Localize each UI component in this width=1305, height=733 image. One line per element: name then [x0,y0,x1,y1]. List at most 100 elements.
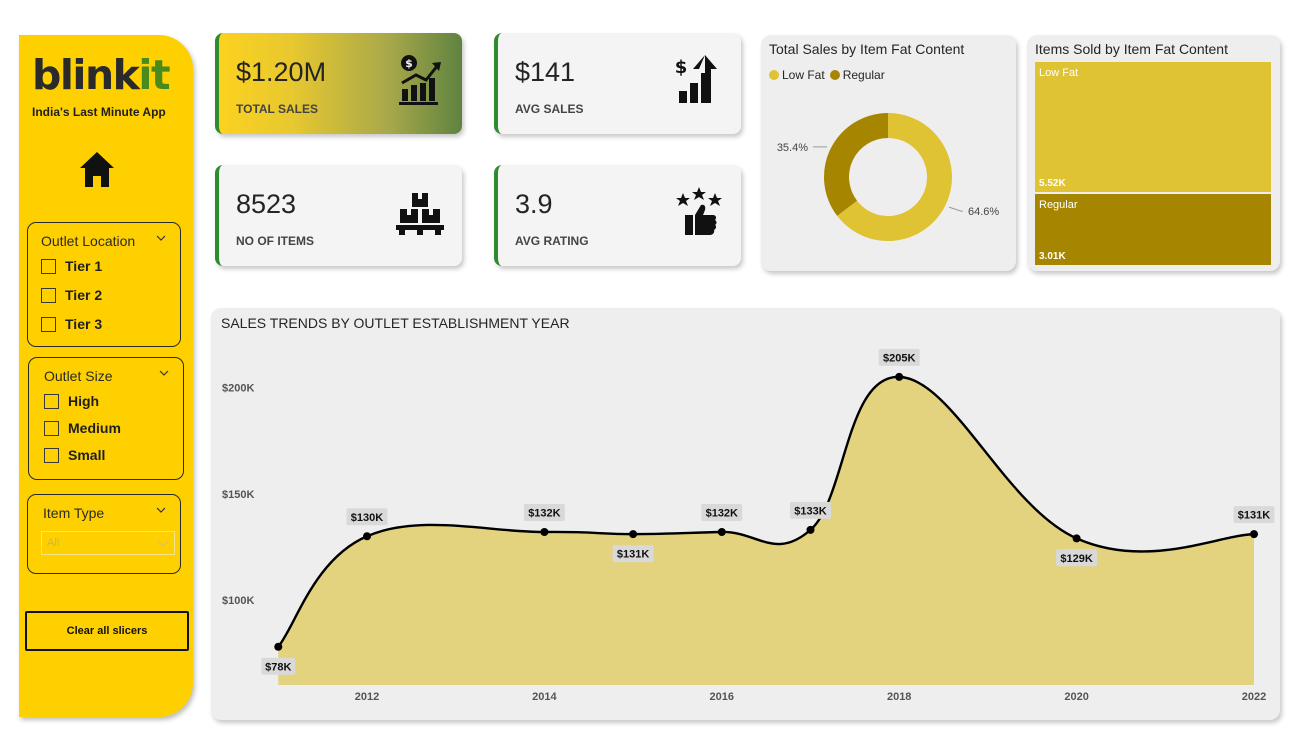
legend-item-regular[interactable]: Regular [829,68,885,82]
trend-point[interactable] [1250,530,1258,539]
clear-all-slicers-button[interactable]: Clear all slicers [25,611,189,651]
sales-growth-icon: $ [399,55,441,105]
avg-sales-card: $141 AVG SALES $ [494,33,741,134]
total-sales-card: $1.20M TOTAL SALES $ [215,33,462,134]
data-label-bg [701,504,743,521]
legend-swatch-regular [829,70,840,80]
trend-chart-title: SALES TRENDS BY OUTLET ESTABLISHMENT YEA… [221,315,570,331]
trend-data-label: $131K [617,549,649,561]
donut-slice-low-fat[interactable] [837,113,952,241]
brand-tagline: India's Last Minute App [32,105,166,119]
outlet-size-title: Outlet Size [44,368,113,384]
treemap-cell-name: Regular [1039,199,1078,211]
trend-point[interactable] [540,528,549,536]
treemap-cell-name: Low Fat [1039,67,1079,79]
avg-sales-value: $141 [515,57,576,87]
x-tick-label: 2018 [887,691,911,703]
high-option[interactable]: High [44,393,99,409]
outlet-location-slicer: Outlet Location Tier 1 Tier 2 Tier 3 [27,222,181,347]
rating-thumbs-up-icon [676,187,722,235]
data-label-bg [612,545,654,563]
dollar-chart-icon: $ [675,55,717,103]
no-of-items-label: NO OF ITEMS [236,234,314,248]
tier-2-option[interactable]: Tier 2 [41,287,102,303]
y-tick-label: $100K [222,595,254,607]
trend-point[interactable] [895,372,904,381]
legend-item-low-fat[interactable]: Low Fat [769,68,825,82]
donut-chart: 64.6% 35.4% [777,113,999,241]
data-label-bg [878,348,920,366]
total-sales-label: TOTAL SALES [236,102,319,116]
sales-trend-panel: SALES TRENDS BY OUTLET ESTABLISHMENT YEA… [211,308,1280,720]
donut-data-label: 35.4% [777,142,808,154]
donut-slice-regular[interactable] [824,113,888,216]
checkbox[interactable] [41,258,56,274]
trend-data-label: $133K [794,505,826,517]
legend-label-low-fat: Low Fat [782,68,825,82]
chevron-down-icon[interactable] [159,368,169,378]
brand-logo: blinkit [32,51,171,99]
trend-area-fill [278,376,1254,685]
trend-point[interactable] [717,528,726,536]
trend-data-label: $130K [351,512,383,524]
donut-legend: Low Fat Regular [769,68,890,82]
treemap-cell-value: 5.52K [1039,178,1066,189]
treemap-cell-low-fat[interactable]: Low Fat 5.52K [1035,62,1271,192]
trend-data-label: $129K [1060,553,1092,565]
trend-point[interactable] [363,532,371,541]
avg-sales-label: AVG SALES [515,102,584,116]
legend-label-regular: Regular [842,68,885,82]
donut-data-label: 64.6% [968,206,999,218]
legend-swatch-low-fat [769,70,779,80]
chevron-down-icon[interactable] [156,233,166,243]
item-type-selected: All [47,537,60,549]
no-of-items-card: 8523 NO OF ITEMS [215,165,462,266]
items-sold-treemap-panel: Items Sold by Item Fat Content Low Fat 5.… [1027,35,1280,271]
x-tick-label: 2012 [355,691,379,703]
svg-text:$: $ [405,57,413,70]
data-label-bg [523,504,565,521]
data-label-bg [1233,506,1275,524]
trend-point[interactable] [629,530,638,539]
fat-content-donut-panel: Total Sales by Item Fat Content Low Fat … [761,35,1016,271]
trend-data-label: $132K [706,508,738,520]
sales-trend-chart: $100K $150K $200K 2012 2014 2016 2018 2020 2022 $… [222,348,1275,703]
x-tick-label: 2016 [710,691,734,703]
trend-data-label: $205K [883,352,915,364]
trend-point[interactable] [806,525,815,534]
item-type-dropdown[interactable]: All [41,531,175,555]
y-tick-label: $200K [222,383,254,395]
trend-data-label: $132K [528,508,560,520]
small-option[interactable]: Small [44,447,105,463]
item-type-slicer: Item Type All [27,494,181,574]
boxes-icon [396,193,444,235]
donut-leader-line [948,206,963,212]
data-label-bg [346,508,388,526]
sidebar: blinkit India's Last Minute App Outlet L… [19,35,193,717]
avg-rating-value: 3.9 [515,189,553,219]
treemap-title: Items Sold by Item Fat Content [1035,41,1228,57]
home-icon[interactable] [79,150,115,190]
trend-point[interactable] [1072,534,1081,543]
treemap-cell-regular[interactable]: Regular 3.01K [1035,194,1271,265]
item-type-title: Item Type [43,505,105,521]
checkbox[interactable] [41,287,56,303]
tier-1-option[interactable]: Tier 1 [41,258,102,274]
trend-point[interactable] [274,642,283,651]
donut-chart-title: Total Sales by Item Fat Content [769,41,965,57]
medium-option[interactable]: Medium [44,420,121,436]
checkbox[interactable] [44,420,59,436]
checkbox[interactable] [44,393,59,409]
chevron-down-icon [157,540,169,547]
treemap-cell-value: 3.01K [1039,251,1066,262]
tier-3-option[interactable]: Tier 3 [41,316,102,332]
checkbox[interactable] [41,316,56,332]
total-sales-value: $1.20M [236,57,327,87]
checkbox[interactable] [44,447,59,463]
chevron-down-icon[interactable] [156,505,166,515]
trend-data-label: $78K [265,661,291,673]
treemap-chart: Low Fat 5.52K Regular 3.01K [1035,62,1271,265]
no-of-items-value: 8523 [236,189,297,219]
outlet-location-title: Outlet Location [41,233,136,249]
avg-rating-label: AVG RATING [515,234,589,248]
